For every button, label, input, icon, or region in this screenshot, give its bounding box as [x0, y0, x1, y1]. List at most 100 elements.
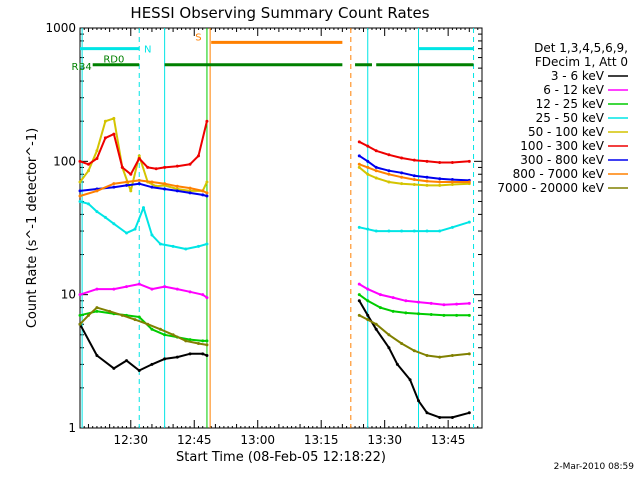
data-point	[78, 180, 82, 184]
data-point	[146, 322, 150, 326]
plot-area: 1 10 100 1000 12:30 12:45 13:00 13:15 13:30 13:45…	[25, 21, 483, 465]
data-point	[188, 186, 192, 190]
data-point	[78, 293, 82, 297]
flag-label-rd0: RD0	[103, 55, 124, 66]
data-point	[438, 415, 442, 419]
legend-entry-label: 25 - 50 keV	[536, 111, 605, 125]
data-point	[455, 313, 459, 317]
x-tick-label: 13:00	[240, 433, 275, 447]
data-point	[95, 189, 99, 193]
data-point	[112, 222, 116, 226]
legend-entry-label: 800 - 7000 keV	[513, 167, 605, 181]
data-point	[201, 352, 205, 356]
data-point	[438, 183, 442, 187]
data-point	[438, 177, 442, 181]
flag-label-rb4: RB4	[72, 62, 92, 73]
data-point	[425, 411, 429, 415]
data-point	[125, 285, 129, 289]
data-point	[154, 167, 158, 171]
x-tick-label: 12:30	[113, 433, 148, 447]
data-point	[95, 353, 99, 357]
data-point	[366, 144, 370, 148]
legend-entry-label: 7000 - 20000 keV	[497, 181, 604, 195]
legend-entry-label: 12 - 25 keV	[536, 97, 605, 111]
data-point	[357, 165, 361, 169]
data-point	[163, 285, 167, 289]
data-point	[137, 368, 141, 372]
data-point	[387, 333, 391, 337]
data-point	[86, 313, 90, 317]
data-point	[391, 296, 395, 300]
data-point	[438, 161, 442, 165]
series-line-5-seg-2	[358, 166, 470, 187]
series-line-1-seg-2	[358, 300, 470, 419]
data-point	[196, 342, 200, 346]
data-point	[425, 159, 429, 163]
data-point	[129, 189, 133, 193]
data-point	[366, 299, 370, 303]
data-point	[163, 333, 167, 337]
data-point	[196, 154, 200, 158]
data-point	[78, 199, 82, 203]
data-point	[455, 302, 459, 306]
data-point	[450, 225, 454, 229]
data-point	[408, 378, 412, 382]
data-point	[150, 327, 154, 331]
data-point	[205, 194, 209, 198]
data-point	[425, 353, 429, 357]
data-point	[412, 178, 416, 182]
data-point	[404, 311, 408, 315]
legend-entry-label: 50 - 100 keV	[528, 125, 605, 139]
data-point	[357, 313, 361, 317]
data-point	[467, 301, 471, 305]
data-point	[412, 174, 416, 178]
x-tick-label: 13:45	[431, 433, 466, 447]
data-point	[366, 227, 370, 231]
data-point	[366, 172, 370, 176]
series-line-4-seg-1	[79, 200, 208, 250]
data-point	[205, 191, 209, 195]
data-point	[112, 182, 116, 186]
data-point	[137, 178, 141, 182]
data-point	[400, 175, 404, 179]
data-point	[125, 183, 129, 187]
data-point	[78, 313, 82, 317]
series-line-2-seg-1	[79, 283, 208, 299]
data-point	[163, 187, 167, 191]
data-point	[412, 183, 416, 187]
data-point	[366, 165, 370, 169]
series-line-9-seg-1	[79, 306, 208, 346]
data-point	[78, 322, 82, 326]
data-point	[150, 362, 154, 366]
data-point	[357, 154, 361, 158]
data-point	[400, 182, 404, 186]
data-point	[175, 287, 179, 291]
data-point	[387, 172, 391, 176]
data-point	[400, 342, 404, 346]
data-point	[404, 299, 408, 303]
data-point	[158, 327, 162, 331]
series-line-2-seg-2	[358, 283, 470, 306]
data-point	[86, 202, 90, 206]
data-point	[175, 355, 179, 359]
y-axis-label: Count Rate (s^-1 detector^-1)	[25, 128, 40, 328]
data-point	[133, 227, 137, 231]
data-point	[78, 159, 82, 163]
legend-entry-label: 6 - 12 keV	[543, 83, 605, 97]
data-point	[387, 180, 391, 184]
data-point	[137, 154, 141, 158]
data-point	[450, 183, 454, 187]
data-point	[425, 179, 429, 183]
data-point	[425, 175, 429, 179]
data-point	[171, 333, 175, 337]
data-point	[120, 313, 124, 317]
data-point	[112, 185, 116, 189]
data-point	[125, 180, 129, 184]
data-point	[357, 225, 361, 229]
data-point	[374, 165, 378, 169]
data-point	[467, 313, 471, 317]
data-point	[378, 293, 382, 297]
series-line-6-seg-2	[358, 140, 470, 164]
data-point	[163, 165, 167, 169]
data-point	[137, 182, 141, 186]
